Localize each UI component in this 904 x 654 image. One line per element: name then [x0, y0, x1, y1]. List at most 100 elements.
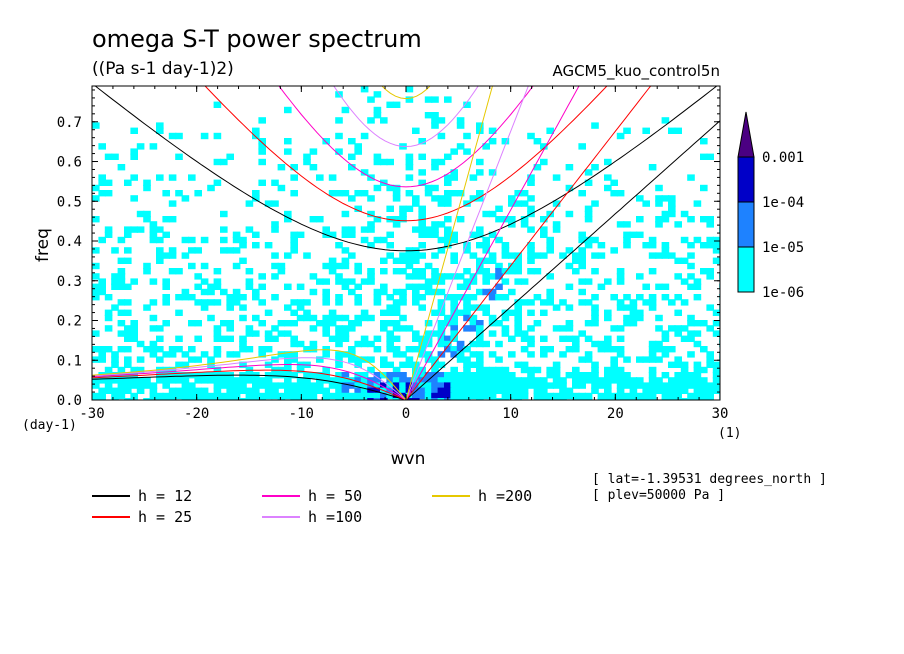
power-cell: [623, 398, 631, 400]
power-cell: [629, 314, 638, 322]
power-cell: [117, 377, 126, 384]
power-cell: [700, 184, 708, 192]
power-cell: [175, 190, 183, 197]
power-cell: [463, 346, 471, 353]
power-cell: [482, 143, 490, 150]
power-cell: [386, 392, 394, 400]
power-cell: [124, 356, 132, 363]
power-cell: [450, 366, 458, 374]
power-cell: [642, 283, 650, 290]
power-cell: [565, 184, 574, 192]
power-cell: [175, 294, 183, 301]
power-cell: [604, 387, 612, 394]
power-cell: [226, 387, 234, 394]
power-cell: [706, 392, 714, 400]
power-cell: [533, 294, 542, 301]
power-cell: [495, 382, 503, 389]
power-cell: [450, 314, 458, 322]
power-cell: [252, 242, 260, 249]
power-cell: [412, 268, 420, 275]
power-cell: [405, 174, 414, 181]
power-cell: [264, 335, 273, 342]
power-cell: [431, 195, 439, 202]
power-cell: [680, 387, 689, 394]
power-cell: [604, 392, 612, 400]
power-cell: [450, 387, 458, 394]
power-cell: [623, 320, 631, 327]
power-cell: [232, 231, 241, 238]
power-cell: [700, 377, 708, 384]
power-cell: [693, 278, 702, 285]
power-cell: [213, 351, 222, 358]
power-cell: [130, 366, 138, 374]
power-cell: [520, 216, 529, 223]
power-cell: [661, 351, 670, 358]
power-cell: [559, 398, 567, 400]
power-cell: [392, 320, 401, 327]
power-cell: [648, 366, 657, 374]
power-cell: [380, 309, 388, 316]
power-cell: [284, 387, 292, 394]
power-cell: [181, 351, 190, 358]
power-cell: [527, 257, 535, 264]
power-cell: [584, 278, 593, 285]
power-cell: [693, 377, 702, 384]
power-cell: [188, 174, 196, 181]
power-cell: [437, 377, 446, 384]
power-cell: [316, 278, 324, 285]
power-cell: [495, 283, 503, 290]
power-cell: [540, 216, 548, 223]
power-cell: [501, 372, 510, 379]
power-cell: [162, 398, 170, 400]
power-cell: [303, 387, 311, 394]
power-cell: [335, 132, 343, 140]
power-cell: [226, 377, 234, 384]
dispersion-line: [92, 369, 407, 400]
power-cell: [322, 262, 330, 270]
colorbar-segment: [737, 246, 755, 293]
power-cell: [418, 268, 426, 275]
power-cell: [546, 366, 554, 374]
power-cell: [316, 377, 324, 384]
power-cell: [674, 273, 682, 280]
power-cell: [431, 158, 439, 166]
power-cell: [424, 190, 433, 197]
power-cell: [207, 356, 215, 363]
y-tick-label: 0.2: [57, 314, 82, 330]
power-cell: [98, 278, 106, 285]
power-cell: [642, 382, 650, 389]
power-cell: [252, 132, 260, 140]
power-cell: [360, 86, 369, 93]
power-cell: [636, 309, 644, 316]
power-cell: [290, 320, 298, 327]
power-cell: [610, 179, 618, 186]
power-cell: [200, 262, 209, 270]
power-cell: [200, 278, 209, 285]
power-cell: [296, 366, 305, 374]
power-cell: [354, 392, 362, 400]
power-cell: [501, 377, 510, 384]
power-cell: [284, 351, 292, 358]
power-cell: [591, 361, 599, 368]
power-cell: [412, 330, 420, 337]
power-cell: [495, 398, 503, 400]
power-cell: [424, 112, 433, 119]
power-cell: [309, 314, 318, 322]
power-cell: [604, 382, 612, 389]
power-cell: [514, 361, 522, 368]
power-cell: [431, 361, 439, 368]
power-cell: [232, 262, 241, 270]
power-cell: [642, 398, 650, 400]
power-cell: [693, 392, 702, 400]
power-cell: [168, 372, 177, 379]
power-cell: [168, 387, 177, 394]
power-cell: [597, 242, 606, 249]
power-cell: [674, 382, 682, 389]
power-cell: [655, 325, 663, 332]
power-cell: [239, 346, 247, 353]
power-cell: [482, 366, 490, 374]
power-cell: [194, 387, 202, 394]
power-cell: [463, 242, 471, 249]
power-cell: [392, 221, 401, 228]
